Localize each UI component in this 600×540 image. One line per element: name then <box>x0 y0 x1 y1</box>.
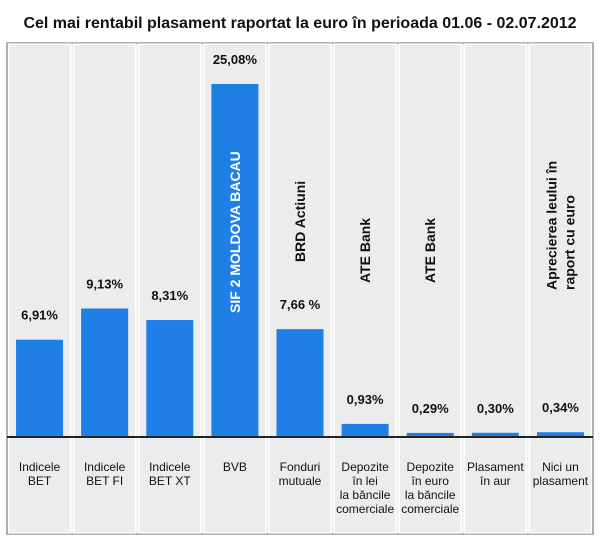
bar-value-label: 0,30% <box>477 401 514 416</box>
bar-annotation: Aprecierea leului în raport cu euro <box>543 161 577 290</box>
bar <box>536 432 584 437</box>
column-panel <box>7 43 72 534</box>
category-label: Indicele BET FI <box>84 460 126 488</box>
bar-value-label: 7,66 % <box>280 297 321 312</box>
category-label: Nici un plasament <box>533 460 589 488</box>
bar-annotation: SIF 2 MOLDOVA BACAU <box>227 151 243 313</box>
bar <box>276 329 324 437</box>
category-label: Indicele BET XT <box>149 460 191 488</box>
column-panel <box>268 43 332 534</box>
category-label: Indicele BET <box>19 460 61 488</box>
bar-value-label: 25,08% <box>213 52 258 67</box>
bar <box>341 423 389 437</box>
column-panel <box>528 43 593 534</box>
bar-annotation: ATE Bank <box>422 218 438 283</box>
column-panel <box>398 43 463 534</box>
bar <box>471 432 519 437</box>
bar-value-label: 0,29% <box>412 401 449 416</box>
bar <box>146 320 194 437</box>
bar-value-label: 0,93% <box>347 392 384 407</box>
column-panel <box>463 43 528 534</box>
labels: 6,91% Indicele BET 9,13% Indicele BET FI 8,31%… <box>19 52 589 516</box>
bar-annotation: BRD Actiuni <box>292 181 308 262</box>
bar-value-label: 0,34% <box>542 400 579 415</box>
chart-title: Cel mai rentabil plasament raportat la e… <box>23 15 576 32</box>
bars <box>7 84 593 438</box>
bar-annotation: ATE Bank <box>357 218 373 283</box>
column-panel <box>333 43 397 534</box>
bar <box>16 339 64 437</box>
bar-value-label: 6,91% <box>21 308 58 323</box>
category-label: Depozite în euro la băncile comerciale <box>401 460 459 516</box>
column-panel <box>137 43 202 534</box>
bar-value-label: 8,31% <box>151 288 188 303</box>
column-panel <box>72 43 137 534</box>
bar <box>81 308 129 437</box>
category-label: BVB <box>223 460 247 474</box>
bar <box>211 84 259 437</box>
bar-value-label: 9,13% <box>86 276 123 291</box>
category-label: Plasament în aur <box>467 460 524 488</box>
bar <box>406 432 454 437</box>
category-label: Depozite în lei la băncile comerciale <box>336 460 394 516</box>
category-label: Fonduri mutuale <box>279 460 322 488</box>
